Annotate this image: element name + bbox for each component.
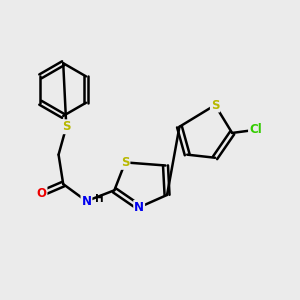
- Text: N: N: [82, 195, 92, 208]
- Text: N: N: [134, 201, 144, 214]
- Text: H: H: [95, 194, 104, 204]
- Text: O: O: [37, 187, 46, 200]
- Text: S: S: [211, 99, 219, 112]
- Text: S: S: [121, 156, 130, 169]
- Text: S: S: [62, 120, 70, 133]
- Text: Cl: Cl: [249, 123, 262, 136]
